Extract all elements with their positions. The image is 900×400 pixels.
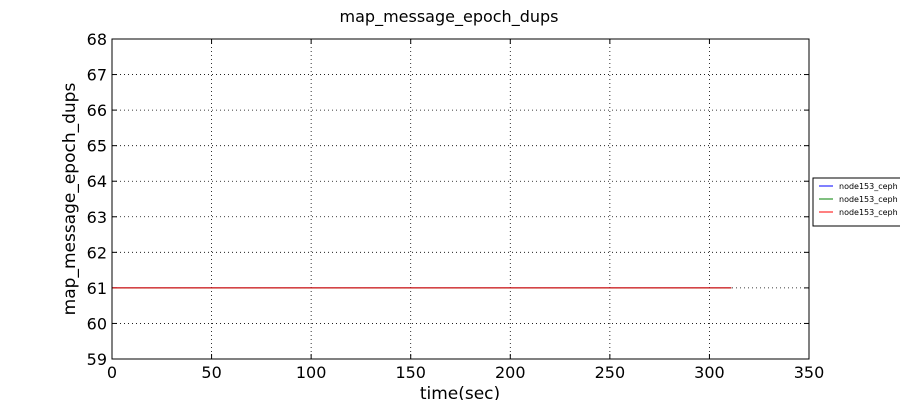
- legend: node153_ceph node153_ceph node153_ceph: [812, 177, 900, 227]
- x-tick-label: 350: [794, 363, 825, 382]
- y-tick-label: 68: [87, 30, 107, 49]
- x-tick-label: 50: [201, 363, 221, 382]
- y-tick-label: 60: [87, 314, 107, 333]
- plot-frame: [111, 38, 810, 360]
- x-tick-label: 100: [296, 363, 327, 382]
- x-tick-label: 200: [495, 363, 526, 382]
- x-tick-label: 250: [595, 363, 626, 382]
- y-axis-label: map_message_epoch_dups: [60, 83, 80, 316]
- x-tick-label: 300: [694, 363, 725, 382]
- grid: [112, 39, 809, 359]
- y-tick-label: 64: [87, 172, 107, 191]
- y-tick-label: 59: [87, 350, 107, 369]
- chart-title: map_message_epoch_dups: [340, 7, 559, 27]
- y-tick-label: 67: [87, 66, 107, 85]
- x-tick-label: 0: [107, 363, 117, 382]
- legend-label: node153_ceph: [839, 195, 898, 204]
- y-tick-label: 62: [87, 243, 107, 262]
- legend-label: node153_ceph: [839, 182, 898, 191]
- y-tick-label: 66: [87, 101, 107, 120]
- y-tick-label: 63: [87, 208, 107, 227]
- legend-label: node153_ceph: [839, 208, 898, 217]
- x-axis-label: time(sec): [420, 384, 500, 400]
- tick-labels: 0 50 100 150 200 250 300 350 59 60 61 62 63 64 65 66 67 6…: [87, 30, 825, 382]
- x-tick-label: 150: [395, 363, 426, 382]
- y-tick-label: 61: [87, 279, 107, 298]
- y-tick-label: 65: [87, 137, 107, 156]
- ticks: [111, 38, 810, 360]
